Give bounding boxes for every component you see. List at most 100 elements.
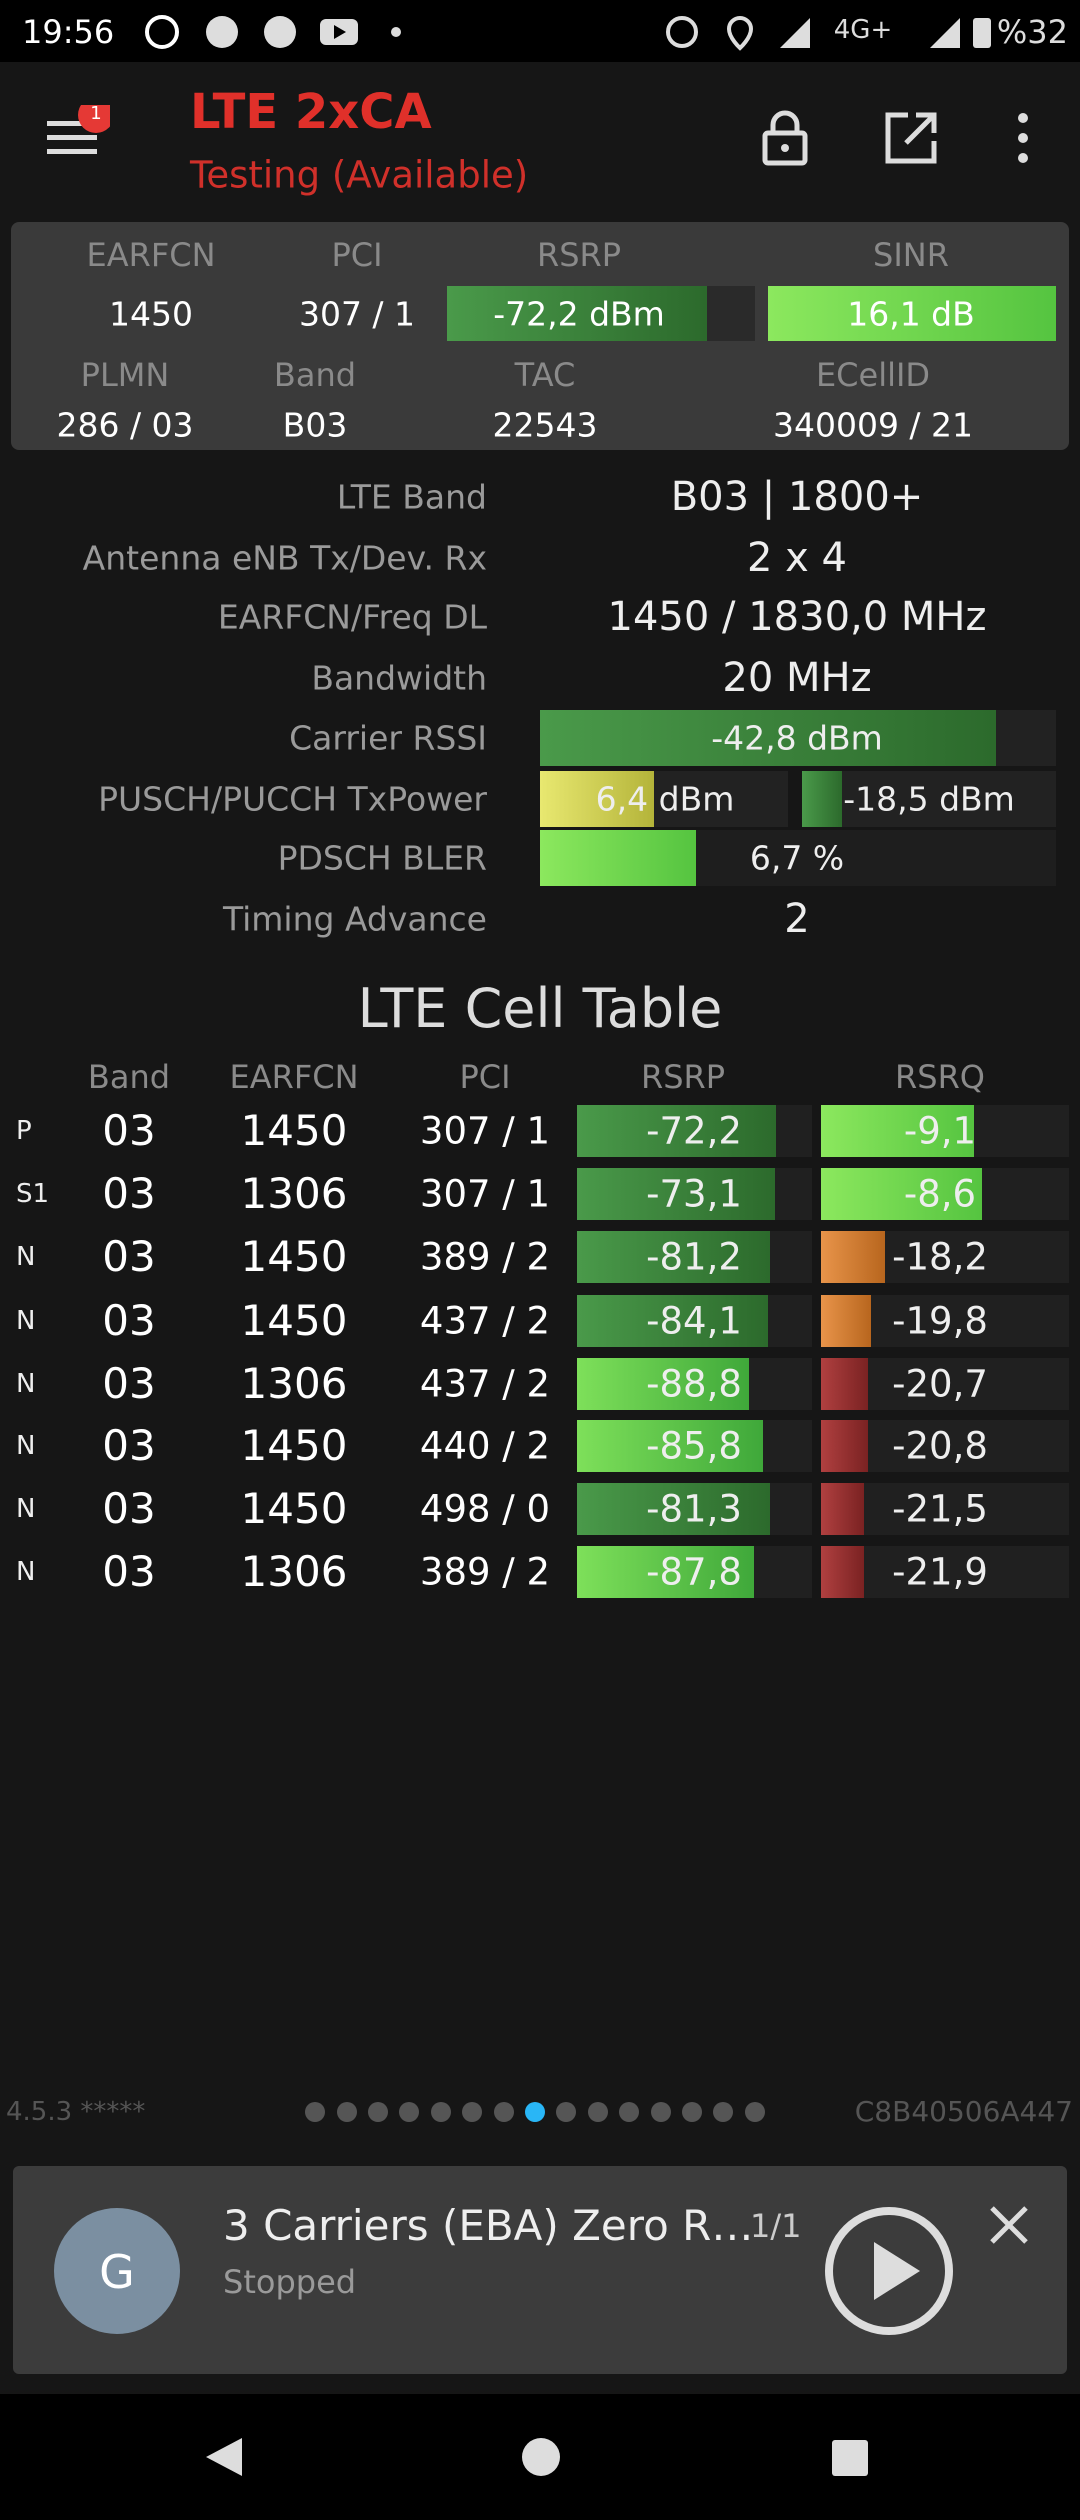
- page-indicator[interactable]: [713, 2102, 734, 2122]
- row-type: N: [16, 1242, 36, 1272]
- notification-icons: [145, 15, 401, 49]
- column-header: EARFCN: [229, 1058, 359, 1096]
- meter-fill: [821, 1358, 868, 1410]
- earfcn: 1450: [240, 1232, 348, 1281]
- meter-fill: [821, 1420, 868, 1472]
- page-indicator[interactable]: [399, 2102, 420, 2122]
- detail-label: EARFCN/Freq DL: [217, 597, 487, 637]
- home-button[interactable]: [518, 2434, 564, 2480]
- menu-button[interactable]: [40, 105, 110, 169]
- band: 03: [102, 1296, 156, 1345]
- lock-button[interactable]: [755, 105, 815, 169]
- meter-fill: [577, 1420, 764, 1472]
- band: 03: [102, 1547, 156, 1596]
- page-indicator[interactable]: [462, 2102, 483, 2122]
- pci: 307 / 1: [419, 1172, 551, 1216]
- pci: 437 / 2: [419, 1362, 551, 1406]
- detail-label: Carrier RSSI: [289, 718, 487, 758]
- summary-value: 22543: [492, 405, 598, 445]
- page-indicator[interactable]: [336, 2102, 357, 2122]
- detail-value: -42,8 dBm: [711, 718, 883, 758]
- row-type: N: [16, 1494, 36, 1524]
- meter-fill: [821, 1295, 871, 1347]
- more-button[interactable]: [1008, 107, 1038, 169]
- page-indicator[interactable]: [305, 2102, 326, 2122]
- page-indicator[interactable]: [525, 2102, 545, 2122]
- page-indicator[interactable]: [744, 2102, 765, 2122]
- meter-fill: [577, 1546, 754, 1598]
- profile-title: 3 Carriers (EBA) Zero R…: [223, 2201, 754, 2250]
- column-header: RSRQ: [895, 1058, 985, 1096]
- summary-header: SINR: [873, 236, 949, 274]
- row-type: P: [16, 1116, 32, 1146]
- summary-header: Band: [273, 356, 357, 394]
- band: 03: [102, 1169, 156, 1218]
- detail-label: LTE Band: [336, 477, 487, 517]
- meter-fill: [577, 1295, 769, 1347]
- detail-value: 2 x 4: [747, 535, 847, 581]
- meter-fill: [577, 1168, 775, 1220]
- meter-fill: [768, 286, 1056, 341]
- summary-value: B03: [282, 405, 348, 445]
- summary-value: -72,2 dBm: [493, 294, 665, 334]
- status-bar: [0, 0, 1080, 62]
- summary-header: PCI: [331, 236, 383, 274]
- detail-label: Antenna eNB Tx/Dev. Rx: [82, 538, 487, 578]
- detail-value: 6,7 %: [749, 838, 845, 878]
- meter-fill: [577, 1105, 777, 1157]
- summary-value: 1450: [109, 294, 193, 334]
- page-indicator[interactable]: [368, 2102, 388, 2122]
- band: 03: [102, 1484, 156, 1533]
- band: 03: [102, 1421, 156, 1470]
- detail-value: B03 | 1800+: [670, 474, 924, 520]
- navigation-bar: [0, 2394, 1080, 2520]
- battery-icons: [930, 18, 991, 48]
- detail-label: Bandwidth: [311, 658, 487, 698]
- summary-header: ECellID: [815, 356, 931, 394]
- open-external-button[interactable]: [880, 107, 942, 169]
- detail-value: 20 MHz: [722, 655, 872, 701]
- row-type: N: [16, 1369, 36, 1399]
- detail-label: Timing Advance: [222, 899, 487, 939]
- page-indicator[interactable]: [556, 2102, 577, 2122]
- page-indicator[interactable]: [430, 2102, 451, 2122]
- earfcn: 1450: [240, 1296, 348, 1345]
- back-button[interactable]: [200, 2434, 250, 2480]
- pci: 307 / 1: [419, 1109, 551, 1153]
- row-type: S1: [16, 1179, 50, 1209]
- rsrq: -21,5: [892, 1487, 988, 1531]
- network-type: 4G+: [833, 15, 893, 45]
- recents-button[interactable]: [828, 2436, 872, 2480]
- avatar: [54, 2208, 180, 2334]
- meter-fill: [540, 771, 654, 827]
- rsrp: -73,1: [646, 1172, 742, 1216]
- page-indicator[interactable]: [650, 2102, 671, 2122]
- rsrp: -88,8: [646, 1362, 742, 1406]
- meter-track: [802, 771, 1056, 827]
- band: 03: [102, 1106, 156, 1155]
- summary-value: 286 / 03: [56, 405, 194, 445]
- play-button[interactable]: [822, 2204, 956, 2338]
- summary-header: EARFCN: [86, 236, 216, 274]
- band: 03: [102, 1232, 156, 1281]
- page-indicator[interactable]: [682, 2102, 702, 2122]
- page-indicator[interactable]: [587, 2102, 608, 2122]
- rsrp: -72,2: [646, 1109, 742, 1153]
- summary-value: 307 / 1: [298, 294, 416, 334]
- summary-value: 16,1 dB: [847, 294, 975, 334]
- rsrq: -8,6: [903, 1172, 977, 1216]
- meter-fill: [577, 1231, 770, 1283]
- detail-value: 6,4 dBm: [595, 779, 735, 819]
- meter-fill: [821, 1546, 865, 1598]
- meter-fill: [540, 710, 996, 766]
- page-indicator[interactable]: [493, 2102, 514, 2122]
- close-button[interactable]: [986, 2202, 1032, 2248]
- rsrp: -81,3: [646, 1487, 742, 1531]
- page-indicator[interactable]: [619, 2102, 640, 2122]
- earfcn: 1306: [240, 1359, 348, 1408]
- summary-header: PLMN: [80, 356, 170, 394]
- meter-fill: [821, 1168, 982, 1220]
- summary-header: RSRP: [536, 236, 622, 274]
- app-title: LTE 2xCA: [190, 84, 432, 140]
